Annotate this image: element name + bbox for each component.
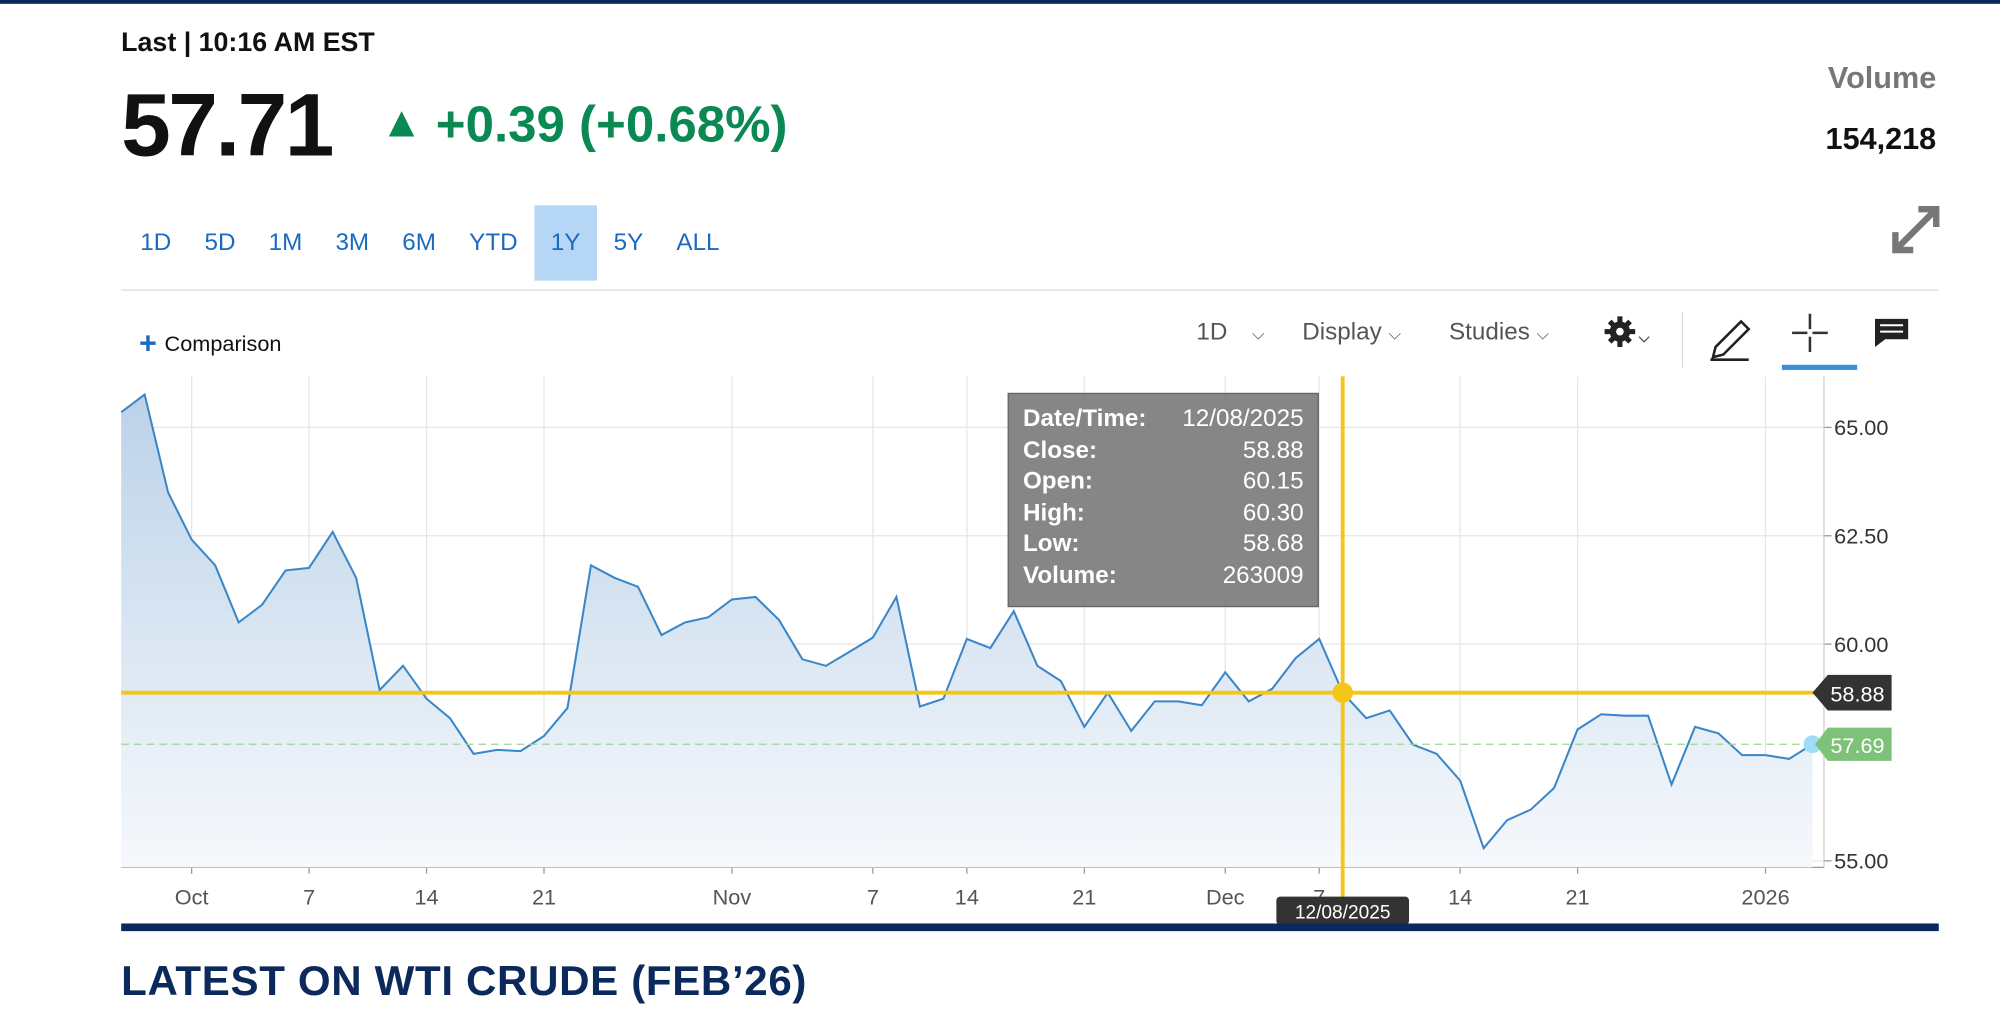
tooltip: Date/Time: 12/08/2025 Close: 58.88 Open: 60.1…: [1007, 392, 1319, 608]
tooltip-row: Low: 58.68: [1023, 531, 1304, 562]
settings-icon[interactable]: [1604, 316, 1650, 347]
studies-label: Studies: [1448, 318, 1530, 346]
range-tab[interactable]: 5Y: [613, 229, 644, 257]
draw-icon[interactable]: [1710, 319, 1751, 361]
tool-icons: [1604, 311, 1909, 370]
x-tick-label: Oct: [175, 884, 209, 909]
tooltip-row: High: 60.30: [1023, 499, 1304, 530]
x-tick-label: 21: [1072, 884, 1096, 909]
x-tick-label: 7: [867, 884, 879, 909]
last-price-dot: [1803, 735, 1822, 754]
crosshair-icon[interactable]: [1792, 313, 1828, 353]
tooltip-row: Close: 58.88: [1023, 437, 1304, 468]
tooltip-key: Close:: [1022, 436, 1098, 464]
crosshair-value: 58.88: [1830, 682, 1884, 707]
range-tab[interactable]: ALL: [676, 229, 720, 257]
range-tab[interactable]: 6M: [402, 229, 436, 257]
time: 10:16 AM EST: [198, 28, 375, 58]
y-tick-label: 60.00: [1834, 632, 1888, 657]
tooltip-value: 12/08/2025: [1182, 405, 1304, 433]
x-tick-label: Nov: [713, 884, 752, 909]
x-tick-label: 14: [414, 884, 438, 909]
section-heading: LATEST ON WTI CRUDE (FEB’26): [121, 956, 808, 1004]
tooltip-key: Open:: [1022, 468, 1093, 495]
crosshair-active: [1781, 364, 1858, 370]
range-tab[interactable]: 5D: [204, 229, 236, 257]
comparison-button[interactable]: + Comparison: [139, 326, 282, 361]
tooltip-row: Open: 60.15: [1023, 468, 1304, 499]
range-tab[interactable]: 1M: [268, 229, 303, 257]
range-tab[interactable]: 1D: [140, 229, 172, 257]
change-value: +0.39 (+0.68%): [435, 96, 788, 154]
expand-icon[interactable]: [1888, 202, 1944, 256]
y-tick-label: 62.50: [1834, 523, 1888, 548]
x-tick-label: 21: [532, 884, 556, 909]
range-tabs: 1D 5D 1M 3M 6M YTD 1Y 5Y ALL: [124, 205, 736, 281]
y-tick-label: 55.00: [1834, 848, 1888, 873]
volume: 154,218: [1825, 122, 1937, 157]
interval-menu[interactable]: 1D ⌵: [1196, 318, 1265, 346]
change: ▲ +0.39 (+0.68%): [380, 96, 788, 154]
tooltip-key: Low:: [1022, 530, 1080, 558]
tooltip-value: 58.88: [1242, 436, 1304, 464]
volume-label: Volume: [1827, 61, 1937, 96]
display-menu[interactable]: Display ⌵: [1302, 318, 1402, 346]
crosshair-tag: [1812, 674, 1892, 711]
tooltip-value: 60.30: [1242, 499, 1304, 527]
price: 57.71: [121, 75, 334, 175]
crosshair-date-tag: [1276, 896, 1410, 925]
area: [121, 394, 1813, 868]
x-tick-label: 14: [955, 884, 979, 909]
y-tick-label: 65.00: [1834, 415, 1888, 440]
tooltip-key: Volume:: [1022, 561, 1117, 589]
crosshair-dot: [1332, 682, 1353, 703]
last-time: Last | 10:16 AM EST: [121, 28, 375, 58]
tooltip-value: 60.15: [1242, 468, 1304, 495]
range-tab[interactable]: YTD: [469, 229, 518, 257]
tooltip-value: 58.68: [1242, 530, 1304, 558]
x-tick-label: 7: [303, 884, 315, 909]
interval-label: 1D: [1196, 318, 1228, 346]
x-tick-label: 14: [1448, 884, 1472, 909]
last-price-label: 57.69: [1830, 733, 1884, 758]
separator: [121, 289, 1939, 291]
top-bar: [0, 0, 2000, 4]
display-label: Display: [1302, 318, 1382, 346]
range-tab[interactable]: 1Y: [534, 205, 598, 281]
section-bar: [121, 923, 1939, 932]
price-line: [120, 392, 1814, 851]
range-tab[interactable]: 3M: [335, 229, 370, 257]
studies-menu[interactable]: Studies ⌵: [1448, 318, 1550, 346]
tooltip-key: High:: [1022, 499, 1085, 527]
comparison-label: Comparison: [164, 331, 282, 356]
x-tick-label: 2026: [1741, 884, 1789, 909]
last-label: Last: [121, 28, 177, 58]
chart: 55.0060.0062.5065.00Oct71421Nov71421Dec7…: [120, 376, 1892, 925]
crosshair-date: 12/08/2025: [1295, 902, 1391, 923]
tooltip-row: Volume: 263009: [1023, 562, 1304, 593]
last-price-tag: [1815, 727, 1892, 761]
tooltip-row: Date/Time: 12/08/2025: [1023, 406, 1304, 437]
tooltip-key: Date/Time:: [1022, 405, 1147, 433]
x-tick-label: Dec: [1206, 884, 1245, 909]
tooltip-value: 263009: [1222, 561, 1304, 589]
x-tick-label: 21: [1566, 884, 1590, 909]
